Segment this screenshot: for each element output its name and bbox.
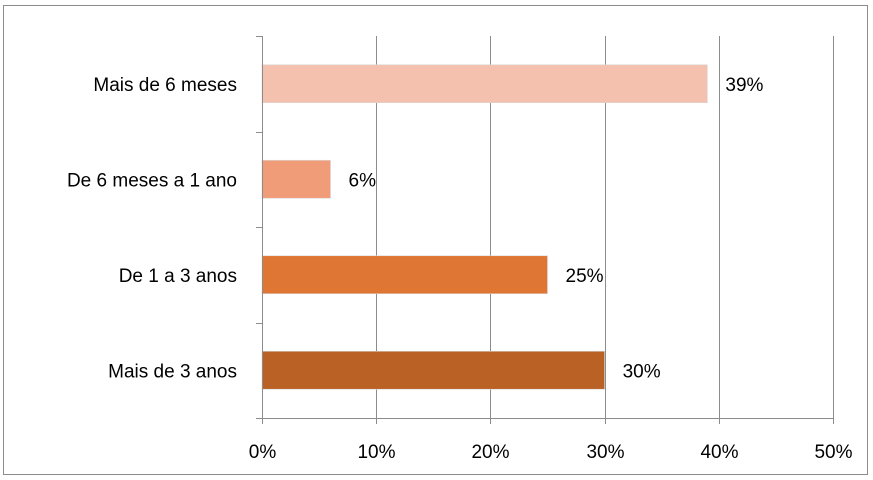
category-label: Mais de 3 anos (108, 361, 237, 382)
data-label: 6% (349, 170, 377, 191)
labels: 0% 10% 20% 30% 40% 50% Mais de 6 meses 39% De 6 … (67, 75, 853, 463)
data-label: 25% (566, 266, 604, 287)
bar (261, 159, 331, 199)
category-label: Mais de 6 meses (93, 75, 237, 96)
x-tick-label: 10% (357, 442, 395, 463)
data-label: 39% (725, 75, 763, 96)
x-tick-label: 20% (471, 442, 509, 463)
axes (256, 36, 834, 424)
category-label: De 1 a 3 anos (119, 266, 237, 287)
x-tick-label: 40% (700, 442, 738, 463)
x-tick-label: 30% (586, 442, 624, 463)
bars (261, 64, 708, 390)
x-tick-label: 50% (814, 442, 852, 463)
category-label: De 6 meses a 1 ano (67, 170, 237, 191)
bar (261, 350, 605, 390)
bar (261, 255, 548, 295)
x-tick-label: 0% (249, 442, 277, 463)
data-label: 30% (623, 361, 661, 382)
bar (261, 64, 708, 104)
